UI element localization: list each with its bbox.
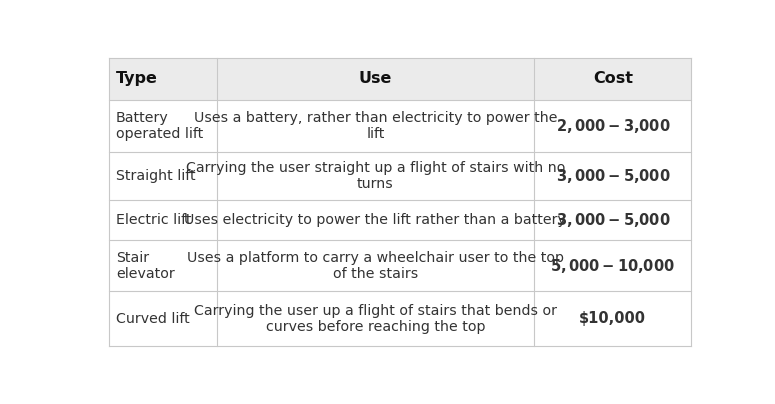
Bar [109,291,691,346]
Bar [109,200,691,240]
Text: Uses a platform to carry a wheelchair user to the top
of the stairs: Uses a platform to carry a wheelchair us… [187,250,564,281]
Bar [109,152,691,200]
Text: Curved lift: Curved lift [116,311,190,326]
Bar [109,240,691,291]
Text: $5,000-$10,000: $5,000-$10,000 [550,257,675,275]
Text: Carrying the user straight up a flight of stairs with no
turns: Carrying the user straight up a flight o… [186,161,565,191]
Text: Type: Type [116,72,158,86]
Text: Uses electricity to power the lift rather than a battery: Uses electricity to power the lift rathe… [184,213,567,227]
Text: Uses a battery, rather than electricity to power the
lift: Uses a battery, rather than electricity … [194,111,557,141]
Text: Straight lift: Straight lift [116,169,196,183]
Text: $3,000-$5,000: $3,000-$5,000 [556,167,670,185]
Text: Cost: Cost [593,72,633,86]
Text: $10,000: $10,000 [580,311,646,326]
Bar [109,58,691,100]
Bar [109,100,691,152]
Text: Electric lift: Electric lift [116,213,191,227]
Text: Use: Use [359,72,392,86]
Text: Battery
operated lift: Battery operated lift [116,111,203,141]
Text: Stair
elevator: Stair elevator [116,250,175,281]
Text: $2,000-$3,000: $2,000-$3,000 [556,117,670,135]
Text: $3,000-$5,000: $3,000-$5,000 [556,211,670,229]
Text: Carrying the user up a flight of stairs that bends or
curves before reaching the: Carrying the user up a flight of stairs … [194,303,557,334]
